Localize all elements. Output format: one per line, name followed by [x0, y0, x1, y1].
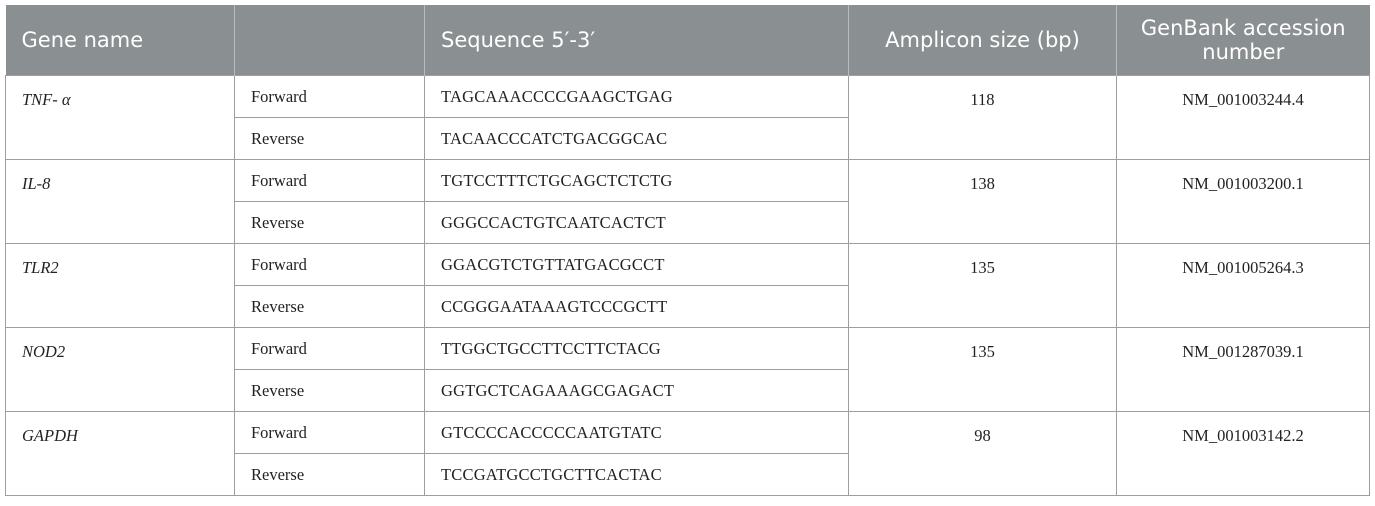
- gene-name-cell: IL-8: [5, 159, 235, 244]
- direction-cell: Forward: [234, 327, 425, 370]
- sequence-cell: GGACGTCTGTTATGACGCCT: [424, 243, 849, 286]
- gene-name-cell: NOD2: [5, 327, 235, 412]
- amplicon-cell: 135: [848, 243, 1117, 328]
- accession-cell: NM_001003244.4: [1116, 75, 1370, 160]
- sequence-cell: TAGCAAACCCCGAAGCTGAG: [424, 75, 849, 118]
- header-row: Gene name Sequence 5′-3′ Amplicon size (…: [5, 5, 1370, 76]
- direction-cell: Forward: [234, 243, 425, 286]
- table-row: Reverse GGTGCTCAGAAAGCGAGACT: [6, 369, 1370, 412]
- gene-name-cell: TLR2: [5, 243, 235, 328]
- amplicon-cell: 135: [848, 327, 1117, 412]
- sequence-cell: GGGCCACTGTCAATCACTCT: [424, 201, 849, 244]
- sequence-cell: TCCGATGCCTGCTTCACTAC: [424, 453, 849, 496]
- table-row: Reverse TACAACCCATCTGACGGCAC: [6, 117, 1370, 160]
- accession-cell: NM_001287039.1: [1116, 327, 1370, 412]
- header-amplicon-size: Amplicon size (bp): [848, 5, 1117, 76]
- table-row: NOD2 Forward TTGGCTGCCTTCCTTCTACG 135 NM…: [5, 327, 1370, 412]
- table-row: Reverse TCCGATGCCTGCTTCACTAC: [6, 453, 1370, 496]
- header-gene-name: Gene name: [5, 5, 235, 76]
- sequence-cell: GGTGCTCAGAAAGCGAGACT: [424, 369, 849, 412]
- direction-cell: Forward: [234, 159, 425, 202]
- amplicon-cell: 98: [848, 411, 1117, 496]
- direction-cell: Reverse: [234, 117, 425, 160]
- header-accession-number: GenBank accession number: [1116, 5, 1370, 76]
- sequence-cell: TTGGCTGCCTTCCTTCTACG: [424, 327, 849, 370]
- direction-cell: Reverse: [234, 285, 425, 328]
- table-row: IL-8 Forward TGTCCTTTCTGCAGCTCTCTG 138 N…: [5, 159, 1370, 244]
- direction-cell: Forward: [234, 75, 425, 118]
- amplicon-cell: 118: [848, 75, 1117, 160]
- header-direction: [234, 5, 425, 76]
- table-row: TNF- α Forward TAGCAAACCCCGAAGCTGAG 118 …: [5, 75, 1370, 160]
- accession-cell: NM_001003200.1: [1116, 159, 1370, 244]
- sequence-cell: GTCCCCACCCCCAATGTATC: [424, 411, 849, 454]
- table-row: GAPDH Forward GTCCCCACCCCCAATGTATC 98 NM…: [5, 411, 1370, 496]
- direction-cell: Forward: [234, 411, 425, 454]
- amplicon-cell: 138: [848, 159, 1117, 244]
- header-sequence: Sequence 5′-3′: [424, 5, 849, 76]
- accession-cell: NM_001003142.2: [1116, 411, 1370, 496]
- sequence-cell: TGTCCTTTCTGCAGCTCTCTG: [424, 159, 849, 202]
- table-row: TLR2 Forward GGACGTCTGTTATGACGCCT 135 NM…: [5, 243, 1370, 328]
- table-row: Reverse GGGCCACTGTCAATCACTCT: [6, 201, 1370, 244]
- direction-cell: Reverse: [234, 453, 425, 496]
- primer-table: Gene name Sequence 5′-3′ Amplicon size (…: [5, 5, 1370, 496]
- gene-name-cell: TNF- α: [5, 75, 235, 160]
- sequence-cell: CCGGGAATAAAGTCCCGCTT: [424, 285, 849, 328]
- sequence-cell: TACAACCCATCTGACGGCAC: [424, 117, 849, 160]
- direction-cell: Reverse: [234, 369, 425, 412]
- direction-cell: Reverse: [234, 201, 425, 244]
- accession-cell: NM_001005264.3: [1116, 243, 1370, 328]
- gene-name-cell: GAPDH: [5, 411, 235, 496]
- table-row: Reverse CCGGGAATAAAGTCCCGCTT: [6, 285, 1370, 328]
